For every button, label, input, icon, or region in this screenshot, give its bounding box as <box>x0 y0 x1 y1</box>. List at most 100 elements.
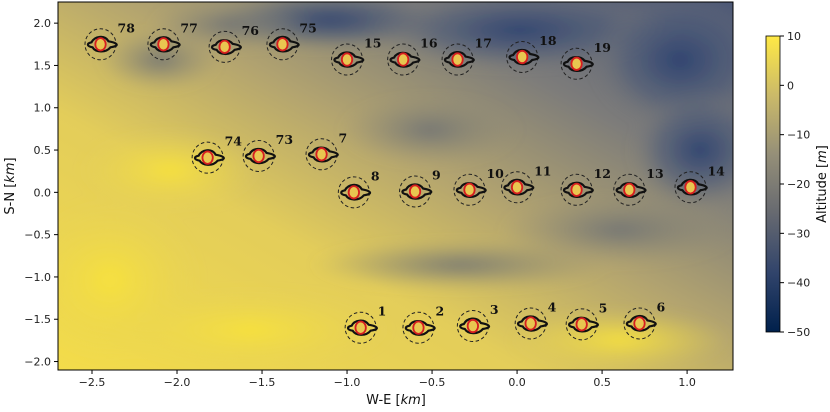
site-outline <box>503 178 535 196</box>
x-axis: −2.5 −2.0 −1.5 −1.0 −0.5 0.0 0.5 1.0 <box>79 370 696 389</box>
x-tick-label: −1.0 <box>334 376 361 389</box>
x-tick-label: 0.0 <box>508 376 526 389</box>
site-marker: 8 <box>337 168 380 209</box>
site-label: 14 <box>707 163 725 178</box>
site-label: 6 <box>656 299 665 314</box>
x-tick-label: −2.5 <box>79 376 106 389</box>
site-marker: 9 <box>399 167 441 208</box>
x-tick-label: 0.5 <box>593 376 611 389</box>
site-core <box>412 320 425 335</box>
site-outline <box>615 182 647 199</box>
site-label: 16 <box>420 36 438 51</box>
site-core <box>252 148 265 164</box>
site-label: 75 <box>299 20 316 35</box>
site-outline <box>516 315 548 332</box>
site-core <box>516 49 529 65</box>
site-label: 76 <box>242 23 260 38</box>
colorbar-tick-label: −10 <box>787 129 810 142</box>
site-core <box>340 52 354 67</box>
site-marker: 2 <box>402 304 444 344</box>
site-marker: 19 <box>560 40 611 80</box>
y-tick-label: 0.0 <box>34 186 52 199</box>
site-marker: 10 <box>453 166 504 206</box>
y-tick-label: 1.5 <box>34 59 52 72</box>
site-core <box>347 185 360 200</box>
site-label: 74 <box>225 134 243 149</box>
colorbar-label: Altitude [m] <box>815 145 830 223</box>
site-label: 2 <box>435 304 444 319</box>
colorbar-tick-label: 10 <box>787 30 801 43</box>
colorbar-tick-label: −20 <box>787 178 810 191</box>
site-core <box>633 316 646 331</box>
site-marker: 14 <box>674 163 725 204</box>
site-core <box>466 318 479 334</box>
x-tick-label: −1.5 <box>249 376 276 389</box>
site-outline <box>307 146 339 163</box>
site-marker: 18 <box>506 33 557 73</box>
colorbar-gradient <box>765 35 781 333</box>
site-label: 73 <box>276 132 293 147</box>
site-marker: 5 <box>565 300 608 341</box>
site-core <box>684 180 697 195</box>
site-marker: 1 <box>344 304 387 344</box>
site-outline <box>268 35 300 53</box>
site-marker: 17 <box>441 36 492 76</box>
site-marker: 13 <box>613 166 664 206</box>
site-label: 15 <box>364 36 381 51</box>
site-outline <box>244 147 276 165</box>
site-core <box>218 39 231 54</box>
x-tick-label: 1.0 <box>678 376 696 389</box>
site-marker: 15 <box>331 36 381 76</box>
site-label: 9 <box>432 167 441 182</box>
site-core <box>510 180 524 195</box>
colorbar-tick-label: −30 <box>787 227 810 240</box>
site-marker: 12 <box>560 166 611 206</box>
site-outline <box>625 314 657 332</box>
site-core <box>201 150 214 165</box>
site-label: 1 <box>378 304 387 319</box>
x-axis-label: W-E [km] <box>366 393 426 408</box>
plot-frame <box>57 1 734 371</box>
site-core <box>94 37 107 52</box>
site-outline <box>210 39 242 56</box>
site-outline <box>567 316 600 333</box>
x-tick-label: −2.0 <box>164 376 191 389</box>
site-marker: 75 <box>266 20 317 61</box>
colorbar-tick-label: −50 <box>787 326 810 339</box>
site-outline <box>149 36 181 53</box>
site-core <box>463 182 476 197</box>
site-outline <box>676 178 708 196</box>
site-marker: 6 <box>623 299 665 340</box>
site-core <box>397 52 410 67</box>
site-marker: 78 <box>84 20 136 61</box>
site-core <box>570 56 583 71</box>
site-outline <box>340 183 372 201</box>
site-outline <box>562 181 594 199</box>
site-outline <box>86 35 118 53</box>
site-core <box>570 182 583 197</box>
site-label: 12 <box>594 166 611 181</box>
site-core <box>315 147 328 162</box>
site-label: 5 <box>599 300 608 315</box>
site-core <box>157 37 170 52</box>
y-axis: −2.0 −1.5 −1.0 −0.5 0.0 0.5 1.0 1.5 2.0 <box>24 17 58 369</box>
site-marker: 3 <box>456 302 499 343</box>
y-tick-label: 0.5 <box>34 144 52 157</box>
colorbar: 10 0 −10 −20 −30 −40 −50 Altitude [m] <box>765 30 830 339</box>
site-outline <box>443 51 475 68</box>
y-tick-label: −1.5 <box>24 313 51 326</box>
site-marker: 77 <box>147 20 198 61</box>
site-label: 77 <box>180 20 197 35</box>
site-label: 78 <box>118 20 136 35</box>
site-outline <box>346 319 378 336</box>
site-core <box>575 317 588 332</box>
site-label: 7 <box>339 130 348 145</box>
site-label: 18 <box>539 33 557 48</box>
site-label: 13 <box>646 166 663 181</box>
site-label: 11 <box>534 163 551 178</box>
site-outline <box>389 51 421 68</box>
site-outline <box>562 56 594 72</box>
